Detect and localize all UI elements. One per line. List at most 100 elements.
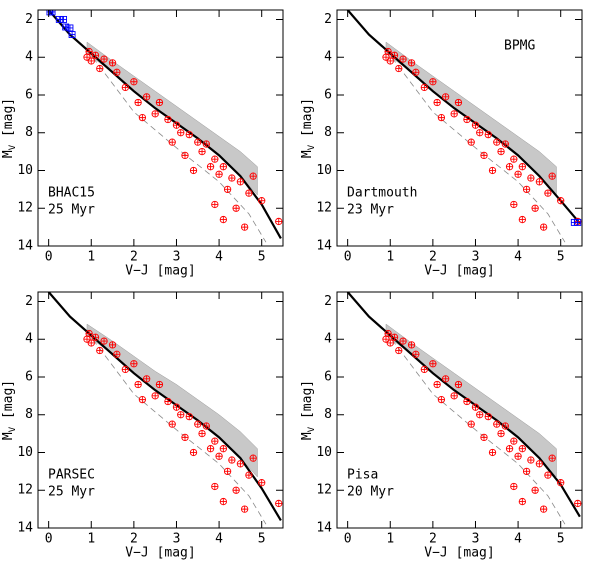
star-marker <box>219 497 227 506</box>
star-marker <box>467 420 475 428</box>
star-cross <box>463 398 471 405</box>
star-marker <box>522 185 531 194</box>
star-marker <box>505 445 514 453</box>
star-marker <box>390 333 399 341</box>
star-cross <box>519 163 526 170</box>
x-axis-label: V−J [mag] <box>125 546 195 561</box>
x-tick-label: 5 <box>258 250 266 265</box>
star-cross <box>387 339 394 347</box>
star-cross <box>100 337 108 345</box>
y-tick-label: 6 <box>324 369 332 384</box>
star-cross <box>502 422 509 430</box>
star-marker <box>151 392 159 400</box>
star-marker <box>100 55 108 63</box>
star-cross <box>211 437 219 445</box>
star-marker <box>172 403 181 411</box>
sample-label: BPMG <box>504 39 535 54</box>
star-marker <box>450 110 458 118</box>
star-cross <box>113 351 121 358</box>
annotation: 25 Myr <box>48 203 95 218</box>
annotation: Pisa <box>347 468 378 483</box>
star-cross <box>186 131 193 138</box>
star-marker <box>518 163 526 171</box>
star-cross <box>220 216 227 223</box>
y-tick-label: 10 <box>17 445 33 460</box>
star-marker <box>85 47 93 56</box>
annotation: 23 Myr <box>347 203 394 218</box>
annotation: 20 Myr <box>347 485 394 500</box>
y-tick-label: 2 <box>25 12 33 27</box>
star-cross <box>395 65 402 72</box>
star-cross <box>249 172 257 180</box>
y-label-part: M <box>1 150 16 158</box>
frame <box>336 9 583 247</box>
star-marker <box>395 346 403 355</box>
star-marker <box>245 471 253 479</box>
isochrone <box>346 10 581 225</box>
y-tick-label: 8 <box>324 407 332 422</box>
star-marker <box>202 140 210 148</box>
star-cross <box>557 479 564 486</box>
star-cross <box>429 360 437 367</box>
star-cross <box>249 454 257 462</box>
annotation: 25 Myr <box>48 485 95 500</box>
star-marker <box>151 110 159 118</box>
star-marker <box>215 452 223 460</box>
y-label-part: M <box>300 432 315 440</box>
star-marker <box>241 223 249 231</box>
star-cross <box>220 163 227 170</box>
star-marker <box>390 51 399 59</box>
star-cross <box>382 336 390 343</box>
star-marker <box>476 129 484 137</box>
star-cross <box>433 381 441 388</box>
star-marker <box>219 163 227 171</box>
star-cross <box>232 205 240 212</box>
y-label-part: V <box>8 144 18 150</box>
extra-cross <box>69 31 76 38</box>
star-cross <box>220 445 227 452</box>
star-cross <box>536 178 543 186</box>
star-marker <box>177 129 185 137</box>
star-cross <box>476 411 483 418</box>
star-cross <box>203 422 210 430</box>
star-cross <box>384 48 392 55</box>
star-cross <box>164 116 172 123</box>
x-axis-label: V−J [mag] <box>424 264 494 279</box>
star-marker <box>407 59 416 67</box>
star-cross <box>438 396 445 403</box>
star-marker <box>384 47 392 56</box>
star-marker <box>518 497 526 506</box>
star-cross <box>177 129 184 136</box>
star-marker <box>510 437 518 445</box>
star-marker <box>155 380 164 389</box>
star-cross <box>96 347 103 354</box>
x-tick-label: 3 <box>472 532 480 547</box>
star-marker <box>236 178 245 186</box>
star-cross <box>527 174 535 182</box>
star-cross <box>207 163 214 170</box>
star-marker <box>185 130 193 139</box>
star-cross <box>485 413 492 420</box>
extra-marker <box>574 218 582 226</box>
star-marker <box>514 452 522 460</box>
star-cross <box>463 116 471 123</box>
star-cross <box>510 437 518 445</box>
star-cross <box>382 54 390 61</box>
star-cross <box>438 114 445 121</box>
star-marker <box>433 98 441 107</box>
star-marker <box>113 68 121 76</box>
star-marker <box>121 83 129 92</box>
star-cross <box>194 138 201 146</box>
star-cross <box>258 197 265 204</box>
star-cross <box>493 138 500 146</box>
x-tick-label: 2 <box>429 532 437 547</box>
star-marker <box>121 365 129 374</box>
star-cross <box>399 337 407 345</box>
star-marker <box>91 51 100 59</box>
star-marker <box>535 460 544 468</box>
star-cross <box>156 99 163 106</box>
x-tick-label: 4 <box>514 250 522 265</box>
y-label-part: [mag] <box>300 380 315 427</box>
star-cross <box>472 121 479 129</box>
